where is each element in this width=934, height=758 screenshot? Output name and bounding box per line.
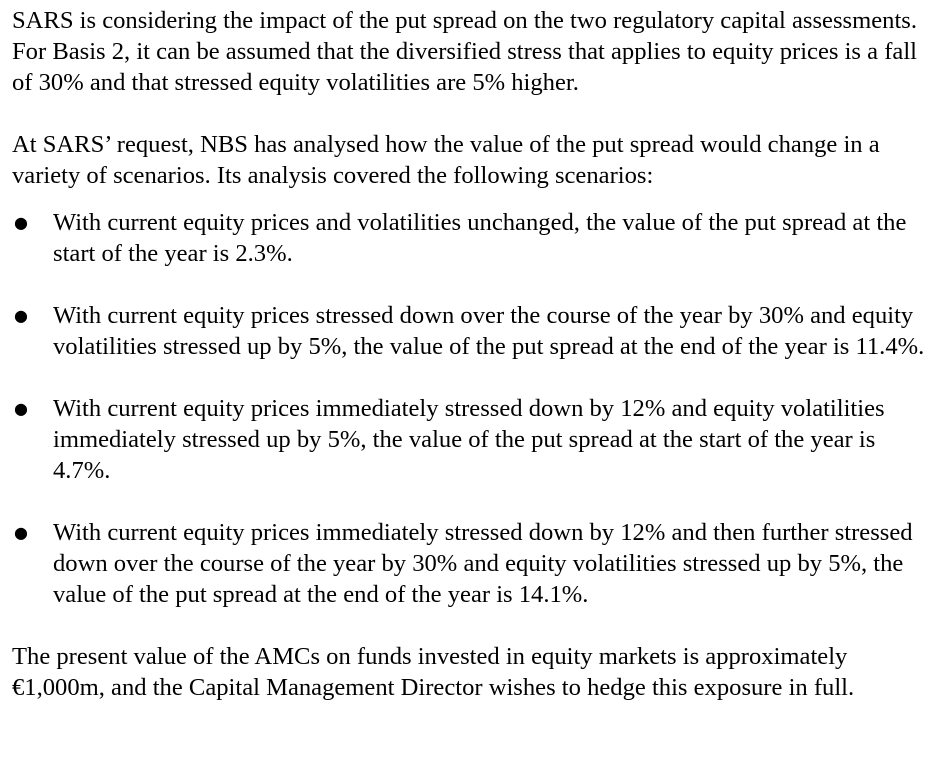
scenario-item-1: ● With current equity prices and volatil… xyxy=(12,207,930,269)
bullet-icon: ● xyxy=(14,213,28,232)
scenario-text: With current equity prices stressed down… xyxy=(53,302,925,360)
bullet-icon: ● xyxy=(14,523,28,542)
closing-paragraph: The present value of the AMCs on funds i… xyxy=(12,643,855,701)
scenario-text: With current equity prices and volatilit… xyxy=(53,209,907,267)
scenario-item-2: ● With current equity prices stressed do… xyxy=(12,300,930,362)
analysis-paragraph: At SARS’ request, NBS has analysed how t… xyxy=(12,131,880,189)
scenario-item-3: ● With current equity prices immediately… xyxy=(12,393,930,486)
scenario-item-4: ● With current equity prices immediately… xyxy=(12,517,930,610)
intro-paragraph: SARS is considering the impact of the pu… xyxy=(12,7,918,96)
scenario-text: With current equity prices immediately s… xyxy=(53,395,885,484)
scenario-list: ● With current equity prices and volatil… xyxy=(12,207,930,610)
document-body: SARS is considering the impact of the pu… xyxy=(12,5,930,703)
bullet-icon: ● xyxy=(14,399,28,418)
scenario-text: With current equity prices immediately s… xyxy=(53,519,913,608)
bullet-icon: ● xyxy=(14,306,28,325)
